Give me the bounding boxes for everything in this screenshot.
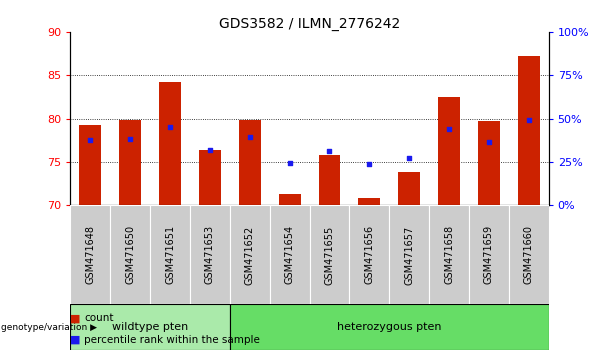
Point [284, 160, 294, 165]
Bar [518, 56, 539, 205]
Bar [469, 205, 509, 304]
Point [484, 139, 494, 145]
Bar [120, 120, 141, 205]
Point [524, 117, 533, 123]
Bar [230, 205, 270, 304]
Point [444, 126, 454, 132]
Text: GSM471657: GSM471657 [404, 225, 414, 285]
Bar [349, 205, 389, 304]
Text: GSM471648: GSM471648 [85, 225, 96, 284]
Point [405, 155, 414, 160]
Title: GDS3582 / ILMN_2776242: GDS3582 / ILMN_2776242 [219, 17, 400, 31]
Bar [310, 205, 349, 304]
Text: ■: ■ [70, 335, 85, 344]
Text: GSM471656: GSM471656 [364, 225, 375, 285]
Point [125, 136, 135, 141]
Bar [438, 97, 460, 205]
Point [245, 135, 255, 140]
Point [86, 137, 96, 143]
Bar [150, 205, 190, 304]
Text: GSM471660: GSM471660 [524, 225, 534, 284]
Bar [230, 304, 549, 350]
Bar [478, 121, 500, 205]
Bar [80, 125, 101, 205]
Bar [159, 82, 181, 205]
Bar [279, 194, 300, 205]
Bar [70, 205, 110, 304]
Text: percentile rank within the sample: percentile rank within the sample [84, 335, 260, 344]
Bar [398, 172, 420, 205]
Text: GSM471654: GSM471654 [284, 225, 295, 285]
Text: GSM471650: GSM471650 [125, 225, 135, 285]
Text: GSM471653: GSM471653 [205, 225, 215, 285]
Bar [199, 150, 221, 205]
Point [166, 124, 175, 130]
Point [364, 161, 374, 166]
Bar [319, 155, 340, 205]
Text: GSM471658: GSM471658 [444, 225, 454, 285]
Bar [270, 205, 310, 304]
Text: ■: ■ [70, 313, 85, 323]
Text: heterozygous pten: heterozygous pten [337, 322, 441, 332]
Text: GSM471659: GSM471659 [484, 225, 494, 285]
Text: GSM471651: GSM471651 [165, 225, 175, 285]
Bar [509, 205, 549, 304]
Text: GSM471655: GSM471655 [324, 225, 335, 285]
Bar [389, 205, 429, 304]
Bar [190, 205, 230, 304]
Bar [359, 198, 380, 205]
Bar [110, 205, 150, 304]
Point [325, 148, 335, 154]
Bar [429, 205, 469, 304]
Text: count: count [84, 313, 113, 323]
Text: GSM471652: GSM471652 [245, 225, 255, 285]
Point [205, 147, 215, 153]
Text: wildtype pten: wildtype pten [112, 322, 188, 332]
Bar [70, 304, 230, 350]
Text: genotype/variation ▶: genotype/variation ▶ [1, 323, 97, 332]
Bar [239, 120, 261, 205]
